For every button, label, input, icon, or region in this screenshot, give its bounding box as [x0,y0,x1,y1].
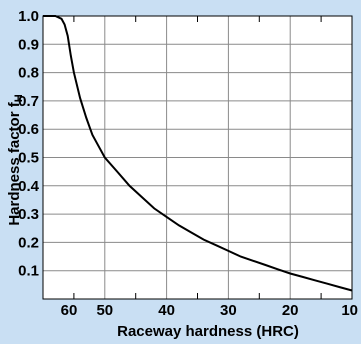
x-tick-label: 10 [341,302,358,319]
x-tick-label: 30 [220,302,237,319]
tick-marks [73,16,322,299]
x-tick-label: 60 [61,302,78,319]
y-tick-label: 0.3 [18,206,39,223]
y-tick-label: 1.0 [18,8,39,25]
y-tick-label: 0.6 [18,121,39,138]
x-tick-label: 40 [158,302,175,319]
y-tick-label: 0.9 [18,36,39,53]
y-tick-label: 0.7 [18,93,39,110]
y-tick-label: 0.4 [18,178,40,195]
y-axis-title-subscript: H [13,94,25,102]
y-axis-title-text: Hardness factor f [6,101,23,225]
y-tick-label: 0.5 [18,150,39,167]
x-tick-label: 50 [96,302,113,319]
y-axis-title: Hardness factor fH [6,94,25,225]
y-tick-label: 0.8 [18,65,39,82]
y-tick-label: 0.2 [18,234,39,251]
x-axis-title: Raceway hardness (HRC) [117,323,299,340]
plot-frame [42,15,353,300]
y-tick-label: 0.1 [18,263,39,280]
y-tick-labels: 0.1 0.2 0.3 0.4 0.5 0.6 0.7 0.8 0.9 1.0 [18,8,40,280]
series-line [43,15,353,292]
x-tick-labels: 60 50 40 30 20 10 [61,302,358,319]
x-tick-label: 20 [282,302,299,319]
